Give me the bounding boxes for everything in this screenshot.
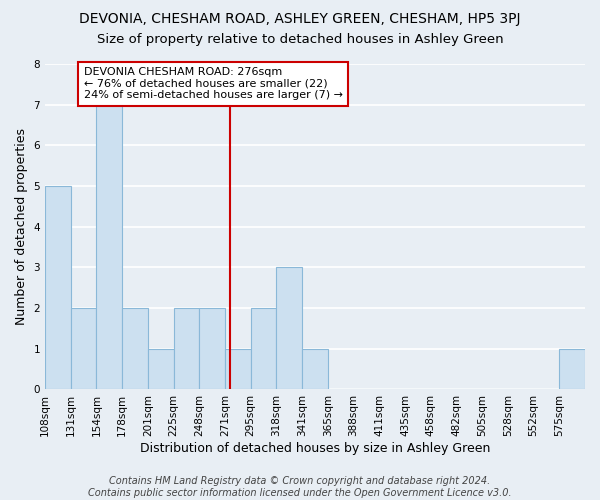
Text: Contains HM Land Registry data © Crown copyright and database right 2024.
Contai: Contains HM Land Registry data © Crown c… — [88, 476, 512, 498]
Bar — [45, 186, 71, 390]
Text: DEVONIA, CHESHAM ROAD, ASHLEY GREEN, CHESHAM, HP5 3PJ: DEVONIA, CHESHAM ROAD, ASHLEY GREEN, CHE… — [79, 12, 521, 26]
Bar — [302, 349, 328, 390]
Y-axis label: Number of detached properties: Number of detached properties — [15, 128, 28, 325]
Text: Size of property relative to detached houses in Ashley Green: Size of property relative to detached ho… — [97, 32, 503, 46]
Bar — [559, 349, 585, 390]
Bar — [225, 349, 251, 390]
Text: DEVONIA CHESHAM ROAD: 276sqm
← 76% of detached houses are smaller (22)
24% of se: DEVONIA CHESHAM ROAD: 276sqm ← 76% of de… — [83, 68, 343, 100]
Bar — [71, 308, 97, 390]
Bar — [122, 308, 148, 390]
Bar — [97, 104, 122, 390]
Bar — [199, 308, 225, 390]
Bar — [251, 308, 277, 390]
Bar — [173, 308, 199, 390]
X-axis label: Distribution of detached houses by size in Ashley Green: Distribution of detached houses by size … — [140, 442, 490, 455]
Bar — [277, 268, 302, 390]
Bar — [148, 349, 173, 390]
